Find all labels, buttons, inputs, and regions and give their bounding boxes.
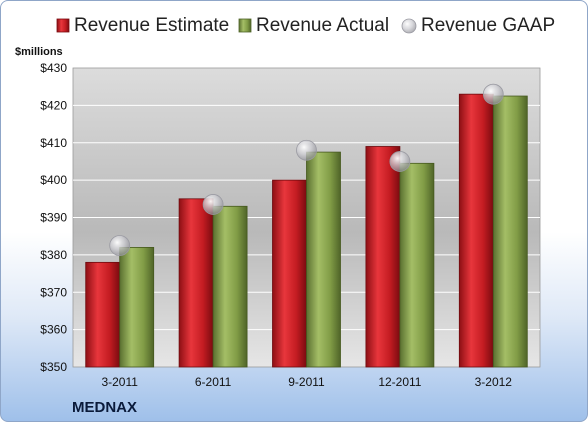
- legend-label-estimate: Revenue Estimate: [74, 15, 229, 36]
- series-actual-bars: [119, 95, 528, 368]
- bar-actual: [399, 162, 435, 368]
- legend-marker-gaap: [401, 18, 417, 34]
- bar-estimate: [178, 198, 214, 368]
- bar-actual: [119, 246, 155, 368]
- y-tick-label: $360: [40, 323, 67, 337]
- x-tick-label: 6-2011: [195, 375, 232, 389]
- bar-actual: [212, 205, 248, 368]
- marker-gaap: [389, 151, 411, 172]
- legend-swatch-actual: [238, 18, 252, 33]
- marker-gaap: [482, 83, 504, 105]
- bar-estimate: [272, 179, 307, 368]
- legend-swatch-estimate: [56, 18, 70, 33]
- y-axis-ticks: $350 $360 $370 $380 $390 $400 $410 $420 $430: [40, 61, 67, 374]
- y-tick-label: $350: [40, 360, 67, 374]
- legend: Revenue Estimate Revenue Actual Revenue …: [56, 15, 555, 36]
- x-tick-label: 3-2012: [475, 375, 513, 389]
- x-tick-label: 12-2011: [378, 375, 421, 389]
- y-tick-label: $370: [40, 285, 67, 299]
- y-tick-label: $380: [40, 248, 67, 262]
- bar-actual: [492, 95, 528, 368]
- y-tick-label: $420: [40, 98, 67, 112]
- marker-gaap: [109, 235, 131, 256]
- x-tick-label: 9-2011: [288, 375, 325, 389]
- legend-label-gaap: Revenue GAAP: [421, 15, 555, 36]
- marker-gaap: [296, 139, 317, 161]
- y-tick-label: $410: [40, 136, 67, 150]
- series-estimate-bars: [85, 93, 494, 368]
- series-gaap-markers: [109, 83, 504, 256]
- bar-estimate: [85, 261, 121, 368]
- y-tick-label: $400: [40, 173, 67, 187]
- y-axis-unit-label: $millions: [15, 46, 63, 58]
- x-tick-label: 3-2011: [101, 375, 138, 389]
- marker-gaap: [202, 194, 224, 215]
- x-axis-ticks: 3-2011 6-2011 9-2011 12-2011 3-2012: [101, 375, 512, 389]
- y-tick-label: $430: [40, 61, 67, 75]
- bar-estimate: [458, 93, 494, 368]
- company-name: MEDNAX: [72, 399, 137, 416]
- bar-estimate: [365, 146, 401, 368]
- legend-label-actual: Revenue Actual: [256, 15, 389, 36]
- bar-actual: [306, 151, 341, 368]
- y-tick-label: $390: [40, 211, 67, 225]
